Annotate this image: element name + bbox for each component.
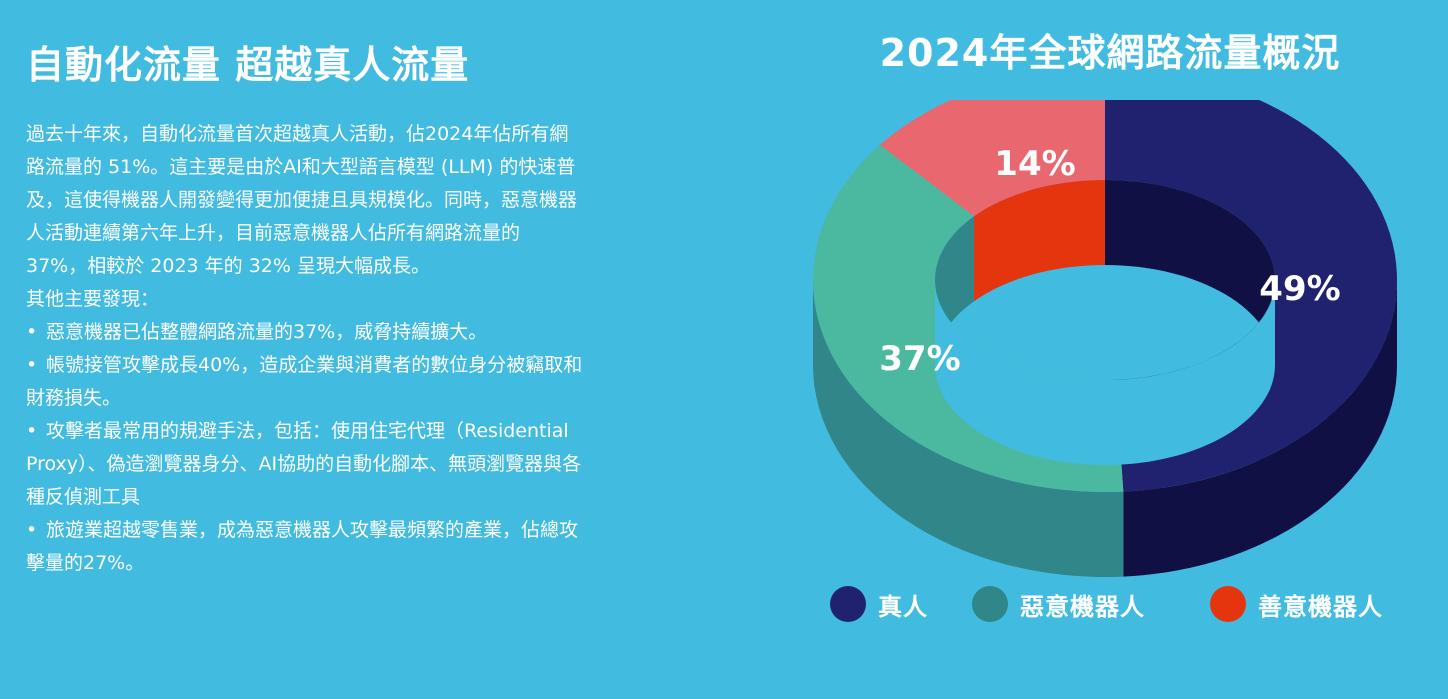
finding-text: 帳號接管攻擊成長40%，造成企業與消費者的數位身分被竊取和財務損失。 (26, 354, 583, 409)
bullet-dot: • (26, 321, 38, 343)
finding-item: • 惡意機器已佔整體網路流量的37%，威脅持續擴大。 (26, 316, 586, 349)
legend-swatch (830, 586, 866, 622)
slice-side-1 (813, 280, 1124, 577)
legend-label: 善意機器人 (1258, 592, 1383, 621)
chart-title: 2024年全球網路流量概況 (879, 31, 1341, 75)
slice-side-0 (1123, 280, 1397, 577)
slice-top-2 (880, 100, 1105, 217)
finding-item: • 攻擊者最常用的規避手法，包括：使用住宅代理（Residential Proxy… (26, 415, 586, 514)
finding-text: 旅遊業超越零售業，成為惡意機器人攻擊最頻繁的產業，佔總攻擊量的27%。 (26, 519, 579, 574)
headline: 自動化流量 超越真人流量 (26, 43, 470, 87)
legend-item-good-bot: 善意機器人 (1210, 586, 1383, 622)
donut-hole-floor (935, 280, 1275, 465)
finding-item: • 帳號接管攻擊成長40%，造成企業與消費者的數位身分被竊取和財務損失。 (26, 349, 586, 415)
finding-text: 惡意機器已佔整體網路流量的37%，威脅持續擴大。 (46, 321, 488, 343)
intro-paragraph: 過去十年來，自動化流量首次超越真人活動，佔2024年佔所有網路流量的 51%。這… (26, 123, 578, 277)
legend-swatch (1210, 586, 1246, 622)
finding-text: 攻擊者最常用的規避手法，包括：使用住宅代理（Residential Proxy）… (26, 420, 582, 508)
pct-label-1: 37% (879, 339, 960, 379)
bullet-dot: • (26, 519, 38, 541)
legend-label: 惡意機器人 (1020, 592, 1145, 621)
legend-item-bad-bot: 惡意機器人 (972, 586, 1145, 622)
pct-label-0: 49% (1259, 269, 1340, 309)
legend-item-human: 真人 (830, 586, 928, 622)
findings-subheading: 其他主要發現： (26, 288, 160, 310)
bullet-dot: • (26, 354, 38, 376)
text-panel: 自動化流量 超越真人流量 過去十年來，自動化流量首次超越真人活動，佔2024年佔… (26, 40, 586, 580)
pct-label-2: 14% (994, 144, 1075, 184)
slice-inner-wall-2 (974, 180, 1105, 302)
legend-swatch (972, 586, 1008, 622)
donut-chart: 49% 37% 14% (813, 100, 1397, 577)
chart-legend: 真人 惡意機器人 善意機器人 (830, 586, 1430, 626)
legend-label: 真人 (878, 592, 928, 621)
finding-item: • 旅遊業超越零售業，成為惡意機器人攻擊最頻繁的產業，佔總攻擊量的27%。 (26, 514, 586, 580)
bullet-dot: • (26, 420, 38, 442)
findings-list: • 惡意機器已佔整體網路流量的37%，威脅持續擴大。 • 帳號接管攻擊成長40%，造… (26, 316, 586, 580)
slice-inner-wall-0 (1105, 180, 1275, 365)
